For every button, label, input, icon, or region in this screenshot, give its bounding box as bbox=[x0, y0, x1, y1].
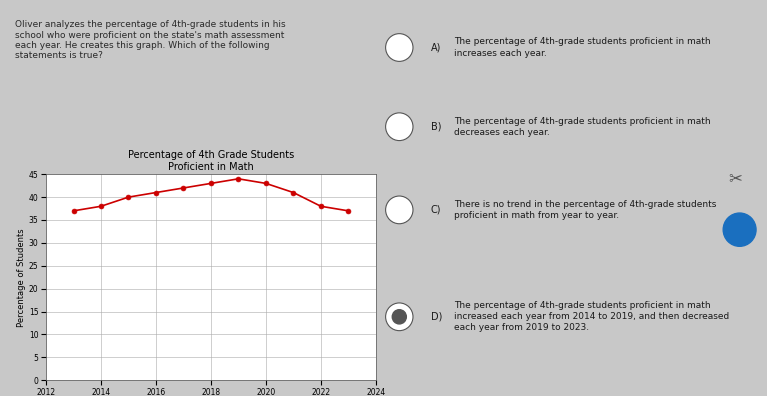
Title: Percentage of 4th Grade Students
Proficient in Math: Percentage of 4th Grade Students Profici… bbox=[128, 150, 294, 172]
Circle shape bbox=[386, 34, 413, 61]
Text: Oliver analyzes the percentage of 4th-grade students in his
school who were prof: Oliver analyzes the percentage of 4th-gr… bbox=[15, 20, 285, 61]
Text: There is no trend in the percentage of 4th-grade students
proficient in math fro: There is no trend in the percentage of 4… bbox=[454, 200, 716, 220]
Circle shape bbox=[386, 196, 413, 224]
Circle shape bbox=[392, 310, 407, 324]
Text: ✂: ✂ bbox=[729, 169, 742, 187]
Text: D): D) bbox=[430, 312, 442, 322]
Circle shape bbox=[386, 113, 413, 141]
Text: A): A) bbox=[430, 42, 441, 53]
Circle shape bbox=[386, 303, 413, 331]
Text: C): C) bbox=[430, 205, 441, 215]
Text: The percentage of 4th-grade students proficient in math
increased each year from: The percentage of 4th-grade students pro… bbox=[454, 301, 729, 332]
Text: B): B) bbox=[430, 122, 441, 132]
Y-axis label: Percentage of Students: Percentage of Students bbox=[17, 228, 26, 327]
Circle shape bbox=[723, 213, 756, 246]
Text: The percentage of 4th-grade students proficient in math
decreases each year.: The percentage of 4th-grade students pro… bbox=[454, 117, 711, 137]
Text: The percentage of 4th-grade students proficient in math
increases each year.: The percentage of 4th-grade students pro… bbox=[454, 38, 711, 57]
